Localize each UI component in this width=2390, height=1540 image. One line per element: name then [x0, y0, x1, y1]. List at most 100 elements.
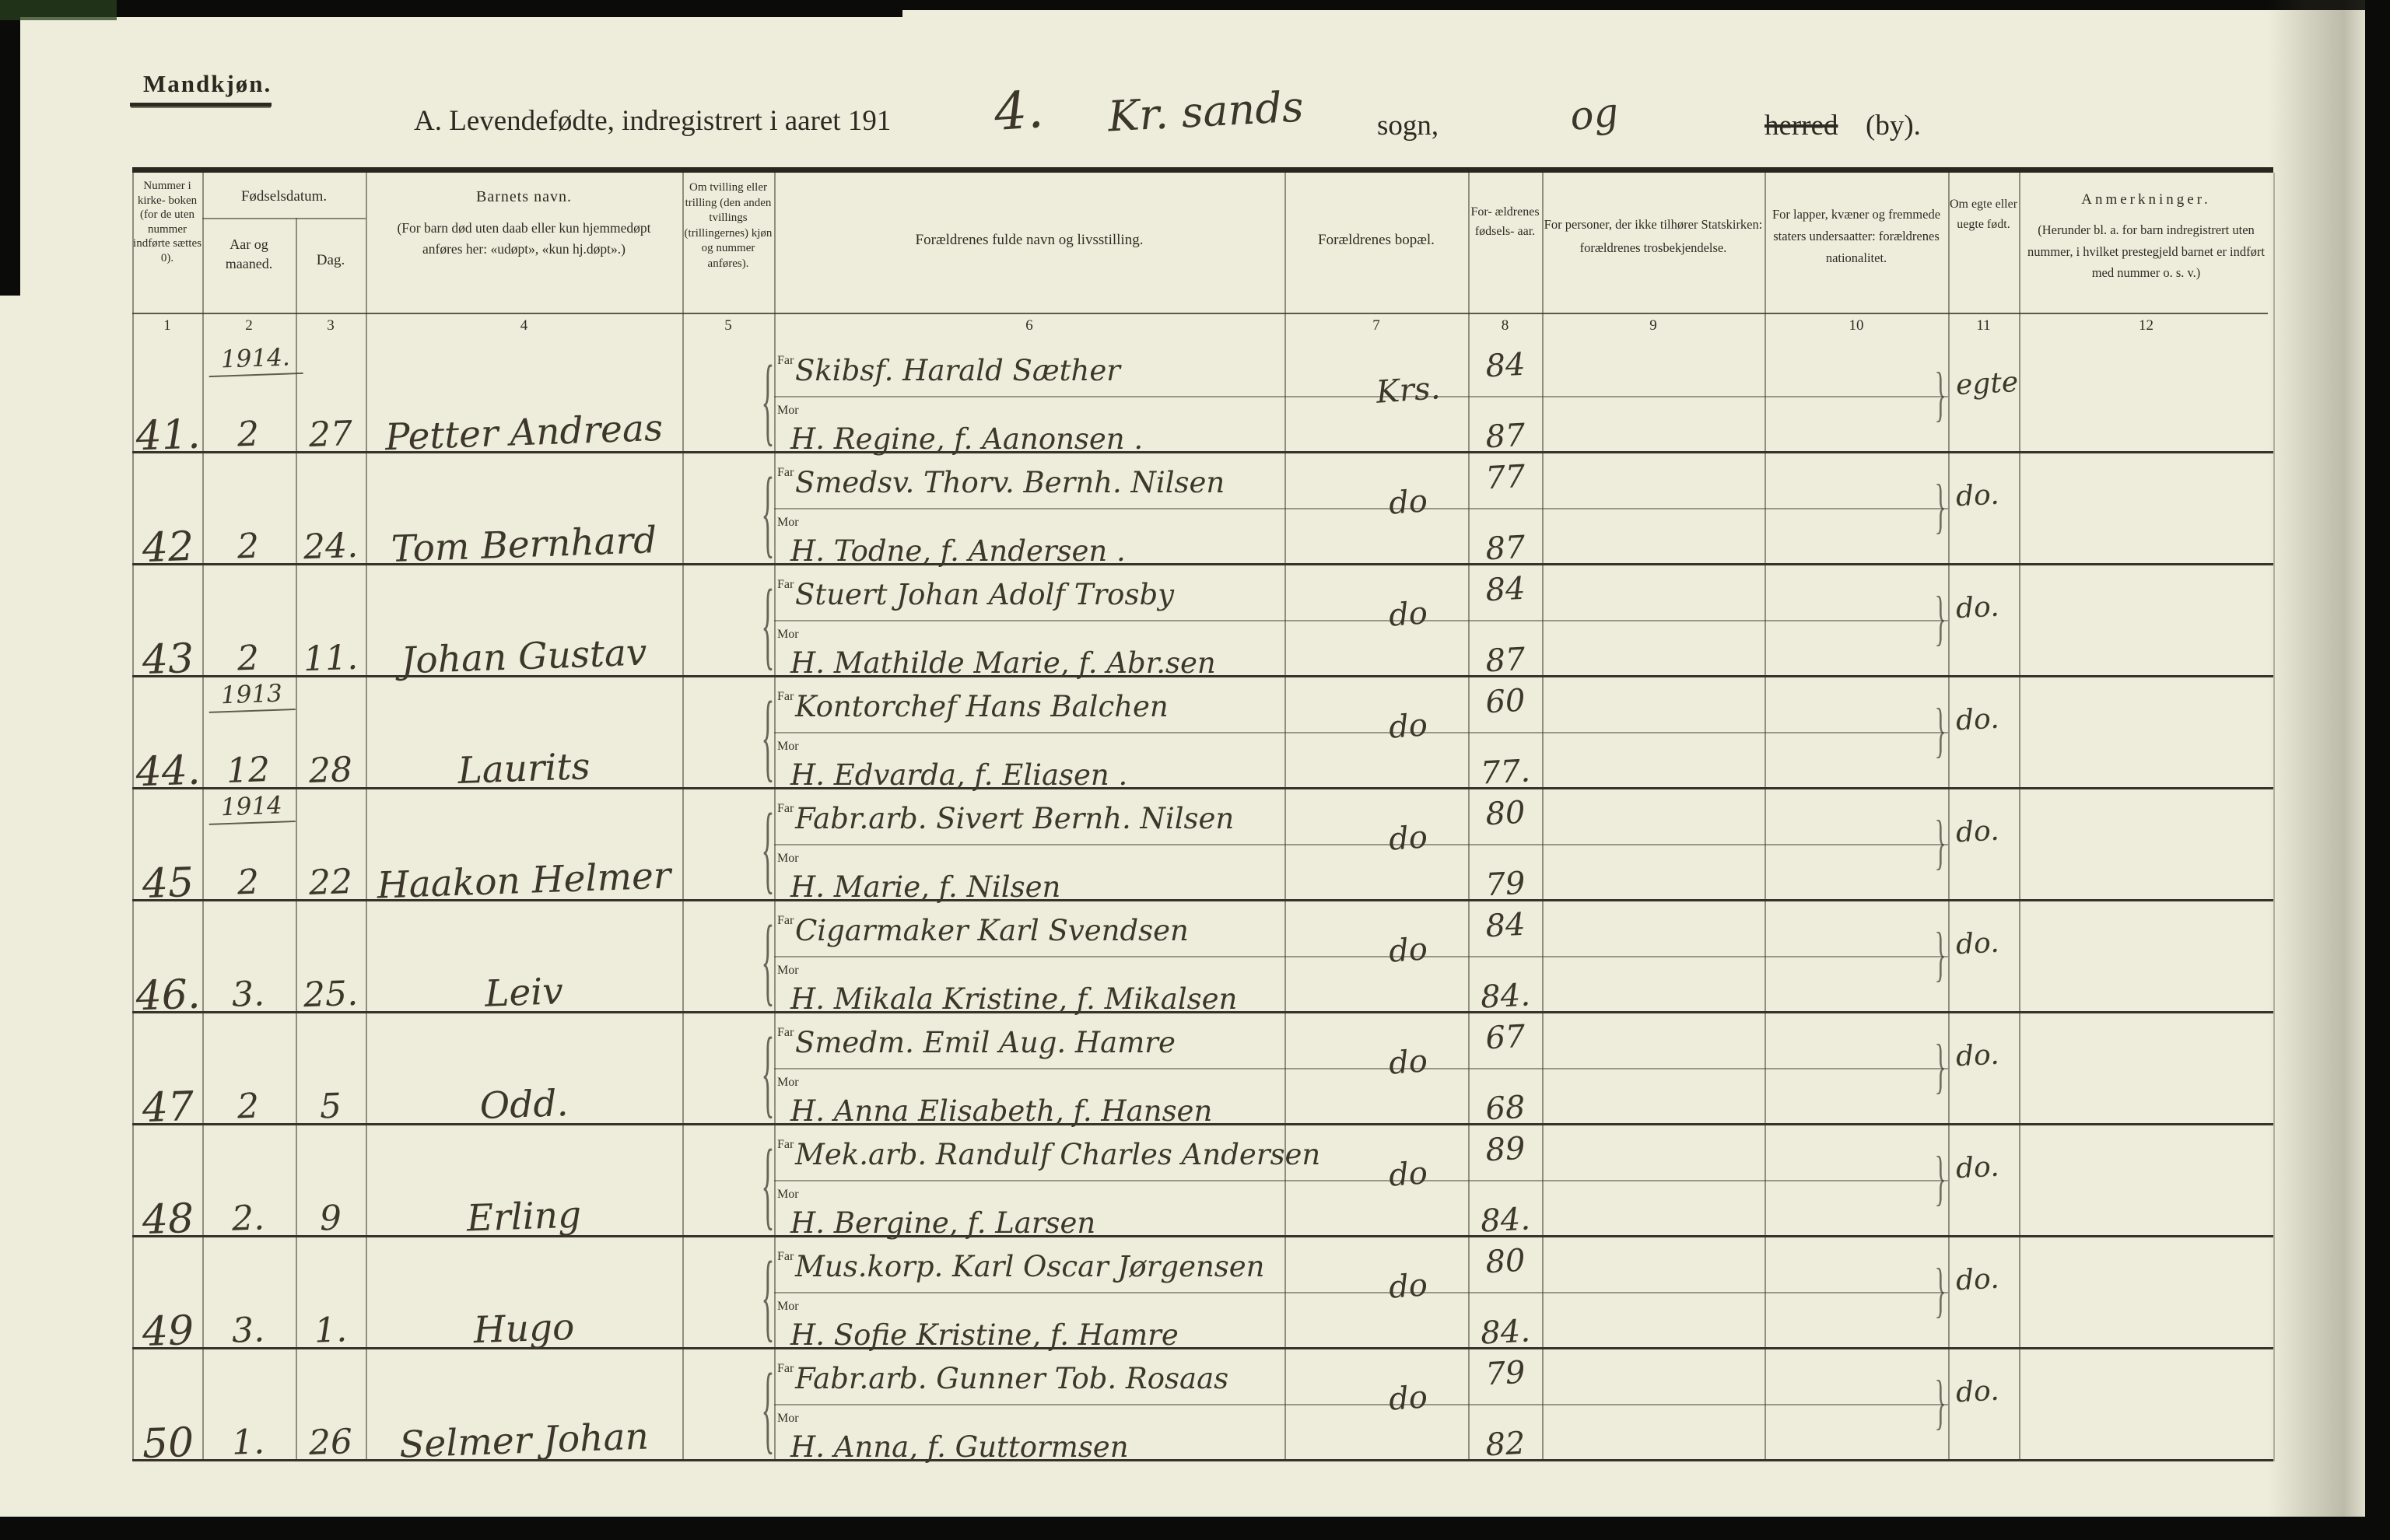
birth-day: 25.: [303, 973, 359, 1016]
table-vertical-line: [2273, 173, 2275, 1461]
parents-brace: {: [761, 1017, 775, 1128]
table-vertical-line: [296, 218, 297, 1461]
far-label: Far: [777, 354, 794, 367]
child-name: Haakon Helmer: [376, 854, 672, 908]
column-number: 5: [724, 317, 732, 334]
table-vertical-line: [682, 173, 684, 1461]
parents-brace: {: [761, 457, 775, 568]
column-number: 2: [245, 317, 253, 334]
father-birth-year: 79: [1484, 1354, 1526, 1393]
legitimacy-brace: }: [1934, 919, 1947, 988]
parents-residence-entry: do: [1387, 931, 1429, 970]
father-birth-year: 80: [1484, 1242, 1526, 1281]
mother-name: H. Todne, f. Andersen .: [790, 534, 1126, 568]
table-vertical-line: [1764, 173, 1766, 1461]
header-parents-names: Forældrenes fulde navn og livsstilling.: [915, 232, 1144, 248]
column-number: 12: [2139, 317, 2153, 334]
scan-edge-bottom: [0, 1517, 2390, 1540]
parents-residence-entry: do: [1387, 1155, 1429, 1194]
birth-day: 11.: [303, 637, 359, 680]
mor-label: Mor: [777, 1412, 799, 1425]
parents-residence-entry: do: [1387, 819, 1429, 858]
table-vertical-line: [202, 173, 204, 1461]
header-separator-line: [132, 313, 2268, 314]
birth-month: 3.: [231, 1310, 265, 1351]
father-birth-year: 89: [1484, 1130, 1526, 1169]
column-number: 10: [1849, 317, 1864, 334]
child-name: Petter Andreas: [384, 406, 664, 460]
table-vertical-line: [2019, 173, 2020, 1461]
register-row: 50 1. 26 Selmer Johan { Far Mor Fabr.arb…: [132, 1349, 2273, 1468]
mor-label: Mor: [777, 628, 799, 641]
parents-brace: {: [761, 905, 775, 1016]
parents-brace: {: [761, 345, 775, 456]
register-rows: 41. 1914. 2 27 Petter Andreas { Far Mor …: [132, 341, 2273, 1468]
far-mor-separator-line: [774, 396, 1948, 397]
child-name: Selmer Johan: [398, 1415, 650, 1467]
far-mor-separator-line: [774, 1180, 1948, 1181]
by-label: (by).: [1866, 110, 1921, 142]
register-row: 43 2 11. Johan Gustav { Far Mor Stuert J…: [132, 565, 2273, 684]
father-birth-year: 60: [1484, 682, 1526, 721]
far-mor-separator-line: [774, 956, 1948, 957]
masthead-underline: [130, 103, 272, 107]
legitimacy-brace: }: [1934, 807, 1947, 876]
mor-label: Mor: [777, 964, 799, 977]
header-remarks: Anmerkninger.: [2081, 191, 2211, 208]
birth-month: 12: [226, 750, 271, 791]
mother-birth-year: 77.: [1480, 753, 1531, 792]
parents-brace: {: [761, 1241, 775, 1352]
mother-birth-year: 87: [1484, 641, 1526, 680]
legitimacy-entry: do.: [1954, 1374, 2000, 1409]
header-nationality: For lapper, kvæner og fremmede staters u…: [1771, 207, 1941, 265]
child-name: Johan Gustav: [400, 631, 648, 683]
father-name-occupation: Mus.korp. Karl Oscar Jørgensen: [795, 1250, 1265, 1283]
header-twin-triplet: Om tvilling eller trilling (den anden tv…: [684, 181, 773, 270]
column-number: 1: [163, 317, 171, 334]
mother-name: H. Mathilde Marie, f. Abr.sen: [790, 646, 1216, 680]
mother-name: H. Regine, f. Aanonsen .: [790, 422, 1144, 456]
mother-birth-year: 68: [1484, 1089, 1526, 1128]
column-number: 4: [520, 317, 528, 334]
legitimacy-entry: do.: [1954, 1262, 2000, 1297]
column-number: 11: [1976, 317, 1991, 334]
register-row: 48 2. 9 Erling { Far Mor Mek.arb. Randul…: [132, 1125, 2273, 1244]
parents-residence-entry: do: [1387, 483, 1429, 522]
table-vertical-line: [774, 173, 776, 1461]
parents-brace: {: [761, 1129, 775, 1240]
birth-month: 2: [237, 414, 260, 455]
legitimacy-entry: egte: [1954, 366, 2020, 402]
birth-year-note: 1914: [208, 791, 296, 825]
father-name-occupation: Fabr.arb. Sivert Bernh. Nilsen: [795, 802, 1235, 835]
far-mor-separator-line: [774, 1292, 1948, 1293]
header-year-month: Aar og maaned.: [225, 236, 273, 271]
mor-label: Mor: [777, 1300, 799, 1313]
father-name-occupation: Kontorchef Hans Balchen: [795, 690, 1169, 723]
header-child-name-note: (For barn død uten daab eller kun hjemme…: [397, 220, 651, 257]
sogn-label: sogn,: [1377, 110, 1439, 142]
parents-residence-entry: do: [1387, 595, 1429, 634]
column-number: 3: [327, 317, 335, 334]
birth-day: 26: [308, 1422, 353, 1463]
register-row: 42 2 24. Tom Bernhard { Far Mor Smedsv. …: [132, 453, 2273, 572]
column-number: 6: [1025, 317, 1033, 334]
parents-brace: {: [761, 793, 775, 904]
legitimacy-entry: do.: [1954, 702, 2000, 737]
mother-birth-year: 84.: [1480, 1201, 1531, 1240]
table-vertical-line: [1468, 173, 1470, 1461]
father-birth-year: 84: [1484, 570, 1526, 609]
legitimacy-entry: do.: [1954, 1150, 2000, 1185]
far-mor-separator-line: [774, 844, 1948, 845]
far-label: Far: [777, 914, 794, 927]
register-row: 46. 3. 25. Leiv { Far Mor Cigarmaker Kar…: [132, 901, 2273, 1020]
table-vertical-line: [1542, 173, 1544, 1461]
legitimacy-entry: do.: [1954, 1038, 2000, 1073]
child-name: Leiv: [484, 970, 564, 1016]
header-religion: For personer, der ikke tilhører Statskir…: [1544, 217, 1763, 255]
legitimacy-brace: }: [1934, 1367, 1947, 1436]
far-mor-separator-line: [774, 620, 1948, 621]
parents-brace: {: [761, 681, 775, 792]
birth-month: 2: [237, 1086, 260, 1127]
mother-birth-year: 87: [1484, 529, 1526, 568]
mor-label: Mor: [777, 404, 799, 417]
